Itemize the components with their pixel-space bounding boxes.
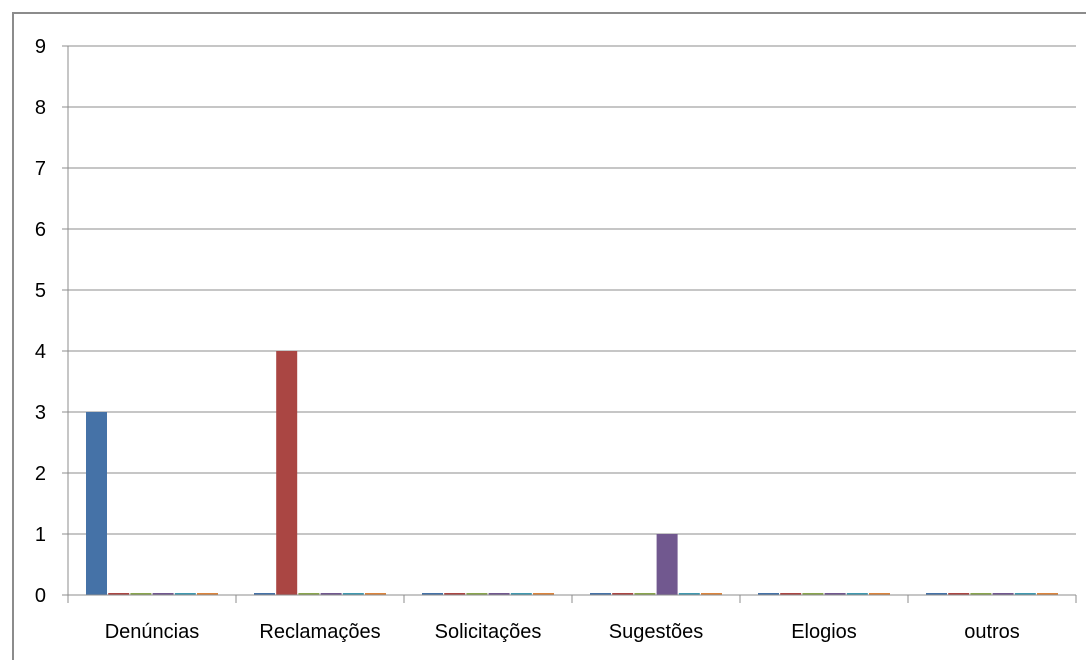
bar bbox=[846, 593, 868, 595]
x-tick-label: Solicitações bbox=[435, 621, 542, 643]
bar bbox=[634, 593, 656, 595]
bar bbox=[130, 593, 152, 595]
x-tick-label: Elogios bbox=[791, 621, 857, 643]
bar bbox=[152, 593, 174, 595]
bar bbox=[948, 593, 970, 595]
bar bbox=[365, 593, 386, 595]
bars bbox=[86, 351, 1058, 595]
y-tick-label: 4 bbox=[35, 341, 46, 363]
bar bbox=[488, 593, 510, 595]
bar bbox=[108, 593, 130, 595]
bar bbox=[612, 593, 634, 595]
bar bbox=[869, 593, 890, 595]
x-tick-label: Sugestões bbox=[609, 621, 704, 643]
bar bbox=[298, 593, 320, 595]
bar bbox=[970, 593, 992, 595]
x-tick-label: outros bbox=[964, 621, 1020, 643]
axes bbox=[62, 45, 1077, 603]
bar bbox=[254, 593, 275, 595]
bar bbox=[802, 593, 824, 595]
tick-labels: 0 1 2 3 4 5 6 7 8 9 Denúncias Reclamações Solicitaçõ… bbox=[35, 36, 1020, 643]
y-tick-label: 0 bbox=[35, 585, 46, 607]
x-tick-label: Reclamações bbox=[259, 621, 380, 643]
bar bbox=[86, 412, 107, 595]
bar bbox=[701, 593, 722, 595]
bar bbox=[590, 593, 611, 595]
bar bbox=[444, 593, 466, 595]
bar bbox=[342, 593, 364, 595]
y-tick-label: 5 bbox=[35, 280, 46, 302]
bar bbox=[926, 593, 947, 595]
bar bbox=[656, 534, 678, 595]
y-tick-label: 1 bbox=[35, 524, 46, 546]
y-tick-label: 3 bbox=[35, 402, 46, 424]
y-tick-label: 8 bbox=[35, 97, 46, 119]
y-tick-label: 7 bbox=[35, 158, 46, 180]
bar bbox=[758, 593, 779, 595]
bar bbox=[466, 593, 488, 595]
bar bbox=[1014, 593, 1036, 595]
y-tick-label: 9 bbox=[35, 36, 46, 58]
bar bbox=[533, 593, 554, 595]
gridlines bbox=[68, 45, 1076, 535]
bar bbox=[422, 593, 443, 595]
y-tick-label: 6 bbox=[35, 219, 46, 241]
bar bbox=[824, 593, 846, 595]
y-tick-label: 2 bbox=[35, 463, 46, 485]
bar bbox=[780, 593, 802, 595]
bar bbox=[320, 593, 342, 595]
bar bbox=[1037, 593, 1058, 595]
x-tick-label: Denúncias bbox=[105, 621, 200, 643]
bar bbox=[174, 593, 196, 595]
chart-frame bbox=[12, 12, 1086, 660]
bar bbox=[678, 593, 700, 595]
bar bbox=[992, 593, 1014, 595]
bar bbox=[276, 351, 298, 595]
bar bbox=[510, 593, 532, 595]
bar bbox=[197, 593, 218, 595]
